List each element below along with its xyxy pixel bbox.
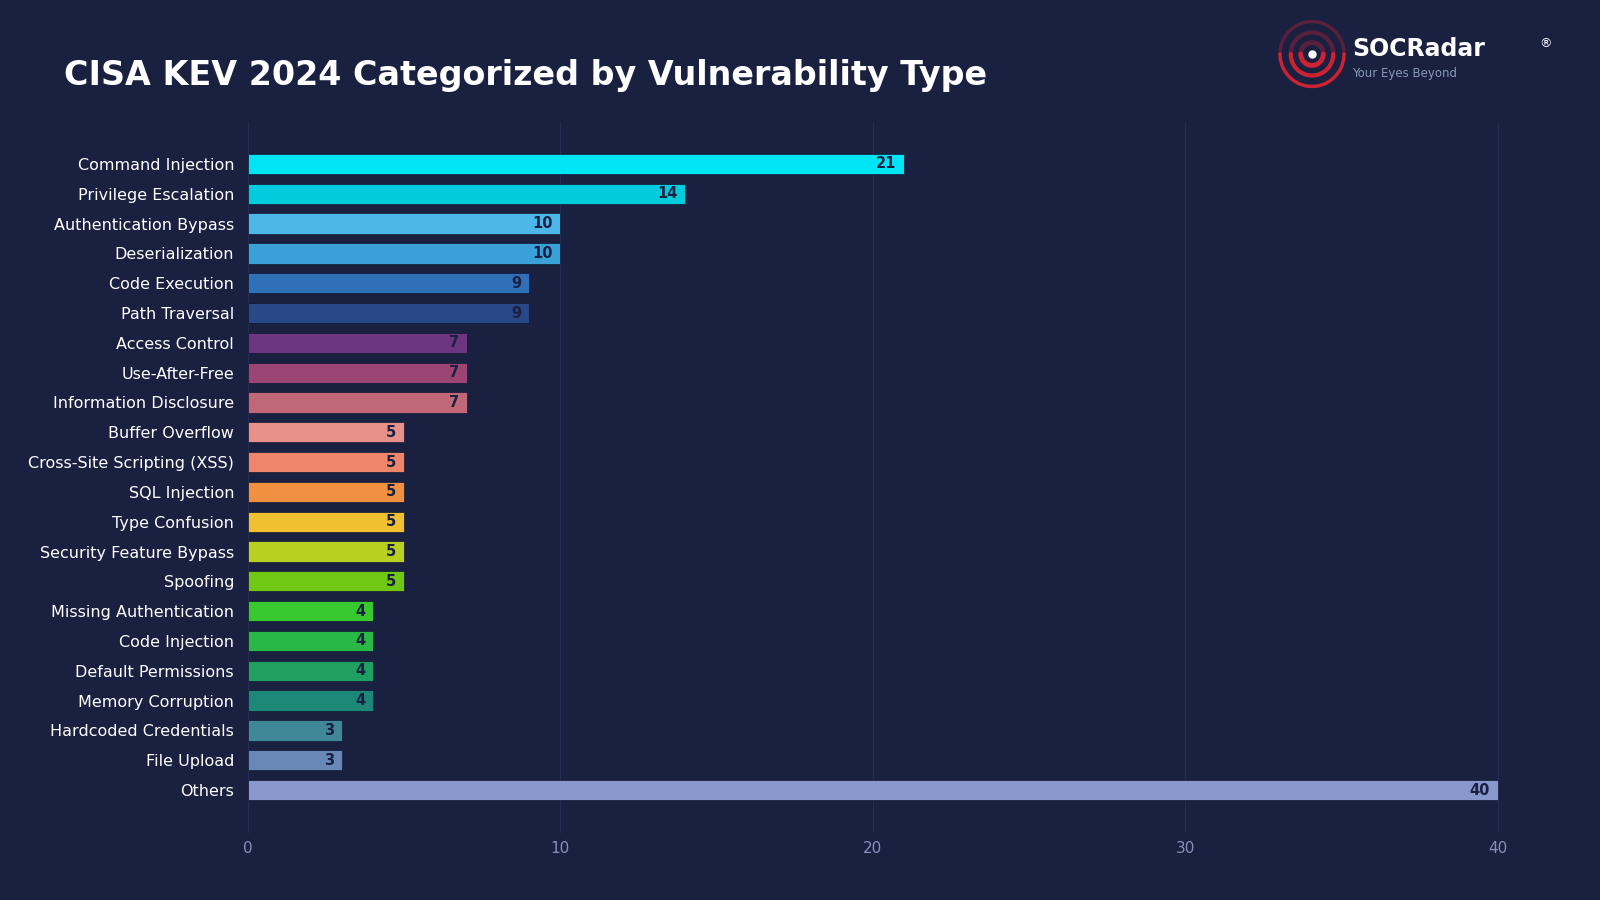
Bar (248, 392, 467, 412)
Bar (248, 154, 904, 174)
Text: 9: 9 (512, 275, 522, 291)
Text: SOCRadar: SOCRadar (1352, 38, 1485, 61)
Text: 4: 4 (355, 604, 365, 618)
Bar (248, 452, 405, 472)
Text: 5: 5 (386, 514, 397, 529)
Text: 5: 5 (386, 484, 397, 500)
Bar (248, 720, 342, 741)
Text: 3: 3 (323, 752, 334, 768)
Text: 10: 10 (533, 216, 552, 231)
Text: 14: 14 (658, 186, 677, 202)
Bar (248, 273, 530, 293)
Bar (248, 661, 373, 681)
Bar (248, 422, 405, 443)
Text: 5: 5 (386, 544, 397, 559)
Bar (248, 511, 405, 532)
Text: 4: 4 (355, 634, 365, 649)
Text: 40: 40 (1469, 782, 1490, 797)
Text: 21: 21 (875, 157, 896, 172)
Bar (248, 363, 467, 382)
Bar (248, 333, 467, 353)
Text: 7: 7 (448, 395, 459, 410)
Bar (248, 572, 405, 591)
Text: 9: 9 (512, 305, 522, 320)
Text: 5: 5 (386, 454, 397, 470)
Text: 5: 5 (386, 425, 397, 440)
Text: 5: 5 (386, 574, 397, 589)
Bar (248, 482, 405, 502)
Text: 7: 7 (448, 365, 459, 380)
Bar (248, 303, 530, 323)
Bar (248, 631, 373, 651)
Bar (248, 750, 342, 770)
Bar (248, 690, 373, 711)
Text: 3: 3 (323, 723, 334, 738)
Bar (248, 243, 560, 264)
Text: 4: 4 (355, 693, 365, 708)
Text: 10: 10 (533, 246, 552, 261)
Text: ®: ® (1539, 37, 1552, 50)
Text: 4: 4 (355, 663, 365, 679)
Bar (248, 780, 1498, 800)
Bar (248, 184, 685, 204)
Text: 7: 7 (448, 336, 459, 350)
Bar (248, 601, 373, 621)
Bar (248, 542, 405, 562)
Bar (248, 213, 560, 234)
Text: Your Eyes Beyond: Your Eyes Beyond (1352, 68, 1458, 80)
Text: CISA KEV 2024 Categorized by Vulnerability Type: CISA KEV 2024 Categorized by Vulnerabili… (64, 58, 987, 92)
